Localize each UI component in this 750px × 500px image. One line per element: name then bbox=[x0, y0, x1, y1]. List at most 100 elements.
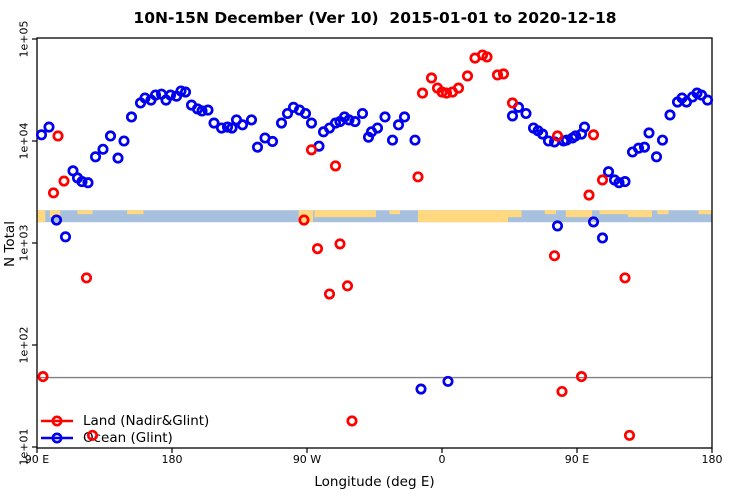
data-point-ocean bbox=[76, 176, 88, 188]
data-point-ocean bbox=[686, 91, 699, 103]
data-point-ocean bbox=[251, 141, 264, 153]
map-strip-land-segment bbox=[389, 210, 400, 215]
data-point-land bbox=[37, 371, 49, 383]
data-point-ocean bbox=[656, 134, 669, 146]
data-point-ocean bbox=[587, 216, 600, 228]
data-point-ocean bbox=[362, 131, 375, 143]
data-point-ocean bbox=[221, 121, 234, 133]
data-point-land bbox=[298, 214, 310, 226]
data-point-ocean bbox=[415, 383, 427, 395]
data-point-ocean bbox=[371, 122, 384, 134]
data-point-ocean bbox=[664, 109, 676, 121]
x-tick-label: 180 bbox=[161, 453, 183, 466]
data-point-ocean bbox=[343, 114, 355, 126]
data-point-ocean bbox=[323, 122, 336, 134]
legend-label-land: Land (Nadir&Glint) bbox=[83, 412, 210, 429]
data-point-ocean bbox=[527, 122, 540, 134]
data-point-ocean bbox=[701, 94, 714, 106]
data-point-land bbox=[346, 415, 358, 427]
data-point-land bbox=[311, 243, 324, 255]
data-point-ocean bbox=[532, 125, 544, 137]
data-point-ocean bbox=[317, 126, 330, 138]
data-point-ocean bbox=[185, 99, 198, 111]
data-point-ocean bbox=[334, 116, 346, 128]
data-point-land bbox=[587, 129, 600, 141]
data-point-ocean bbox=[608, 174, 621, 186]
data-point-ocean bbox=[191, 103, 204, 115]
x-tick-label: 90 W bbox=[292, 453, 322, 466]
y-tick-label: 1e+03 bbox=[17, 224, 31, 262]
data-point-ocean bbox=[338, 111, 351, 123]
data-point-ocean bbox=[695, 89, 708, 101]
legend-row-ocean: Ocean (Glint) bbox=[40, 430, 209, 446]
data-point-ocean bbox=[596, 232, 609, 244]
data-point-ocean bbox=[409, 134, 421, 146]
data-point-ocean bbox=[379, 111, 391, 123]
data-point-land bbox=[583, 189, 595, 201]
data-point-ocean bbox=[196, 105, 208, 117]
data-point-ocean bbox=[643, 127, 655, 139]
y-tick-label: 1e+04 bbox=[17, 122, 31, 160]
data-point-land bbox=[461, 70, 474, 82]
data-point-land bbox=[341, 280, 354, 292]
data-point-land bbox=[58, 175, 70, 187]
data-point-ocean bbox=[671, 96, 684, 108]
data-point-land bbox=[416, 87, 429, 99]
data-point-land bbox=[476, 49, 489, 61]
chart-title: 10N-15N December (Ver 10) 2015-01-01 to … bbox=[133, 9, 617, 27]
data-point-ocean bbox=[386, 134, 399, 146]
data-point-land bbox=[425, 72, 438, 84]
data-point-ocean bbox=[275, 117, 288, 129]
data-point-land bbox=[481, 51, 493, 63]
legend-marker-ocean-icon bbox=[41, 432, 73, 443]
plot-frame bbox=[36, 37, 713, 449]
data-point-ocean bbox=[575, 128, 588, 140]
data-point-ocean bbox=[89, 151, 102, 163]
map-strip-land-segment bbox=[657, 210, 669, 215]
map-strip-ocean bbox=[37, 210, 712, 223]
data-point-ocean bbox=[287, 101, 300, 113]
data-point-land bbox=[623, 429, 636, 441]
data-point-ocean bbox=[266, 135, 279, 147]
data-point-ocean bbox=[226, 122, 238, 134]
data-point-ocean bbox=[506, 110, 519, 122]
data-point-ocean bbox=[112, 152, 124, 164]
legend-row-land: Land (Nadir&Glint) bbox=[40, 412, 210, 429]
legend-marker-land-icon bbox=[41, 415, 73, 426]
data-point-ocean bbox=[632, 142, 645, 154]
data-point-land bbox=[575, 371, 588, 383]
data-point-ocean bbox=[230, 114, 243, 126]
data-point-ocean bbox=[202, 104, 214, 116]
map-strip-land-segment bbox=[599, 210, 628, 215]
data-point-land bbox=[436, 86, 448, 98]
data-point-land bbox=[305, 144, 318, 156]
data-point-land bbox=[497, 68, 510, 80]
data-point-land bbox=[80, 272, 93, 284]
data-point-ocean bbox=[542, 135, 555, 147]
data-point-ocean bbox=[149, 89, 162, 101]
data-point-ocean bbox=[398, 111, 411, 123]
data-point-ocean bbox=[164, 89, 177, 101]
data-point-ocean bbox=[293, 104, 306, 116]
data-point-ocean bbox=[145, 94, 157, 106]
legend: Land (Nadir&Glint) Ocean (Glint) bbox=[40, 413, 209, 447]
map-strip-land-segment bbox=[37, 210, 46, 223]
map-strip-land-segment bbox=[314, 210, 376, 218]
data-point-ocean bbox=[82, 177, 94, 189]
map-strip-land-segment bbox=[49, 210, 61, 218]
data-point-ocean bbox=[691, 87, 703, 99]
data-point-ocean bbox=[97, 143, 109, 155]
map-strip-land-segment bbox=[418, 210, 508, 223]
data-point-ocean bbox=[35, 129, 48, 141]
data-point-land bbox=[47, 187, 60, 199]
y-tick-label: 1e+01 bbox=[17, 428, 31, 466]
data-point-ocean bbox=[281, 107, 294, 120]
data-point-land bbox=[440, 87, 453, 99]
data-point-ocean bbox=[566, 132, 579, 144]
data-point-land bbox=[619, 272, 631, 284]
x-axis-title: Longitude (deg E) bbox=[314, 474, 435, 490]
map-strip-land-segment bbox=[77, 210, 93, 215]
data-point-ocean bbox=[299, 107, 312, 120]
data-point-ocean bbox=[245, 114, 258, 126]
